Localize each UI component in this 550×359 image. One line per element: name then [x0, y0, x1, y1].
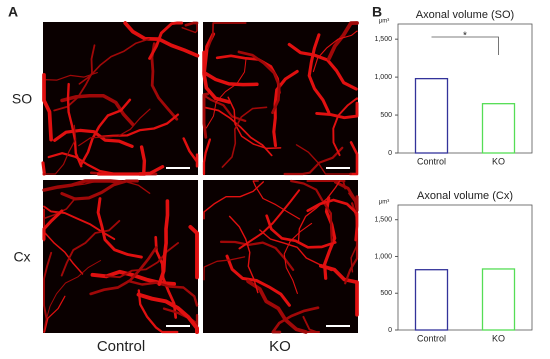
column-label: Control: [97, 338, 145, 355]
axon: [252, 180, 301, 220]
plot-frame: [397, 23, 533, 154]
axon: [332, 97, 358, 157]
axon: [127, 279, 199, 307]
axon: [203, 181, 264, 220]
bar: [414, 77, 449, 154]
micrograph: [203, 180, 358, 333]
y-tick-label: 500: [380, 290, 392, 297]
axon: [78, 38, 150, 85]
axon: [53, 128, 134, 148]
axon: [221, 106, 268, 168]
axon: [207, 22, 247, 50]
axon: [287, 42, 358, 91]
bar: [481, 268, 516, 331]
chart-title: Axonal volume (Cx): [417, 190, 513, 202]
y-axis-unit: μm³: [379, 19, 389, 25]
significance-label: *: [463, 31, 467, 42]
axon: [43, 124, 77, 175]
panel-label: B: [372, 4, 382, 20]
significance-bracket: [431, 36, 499, 55]
axon: [349, 141, 359, 176]
y-tick-label: 0: [388, 327, 392, 334]
axon: [136, 292, 199, 334]
axon: [283, 222, 313, 294]
x-tick-label: Control: [417, 156, 446, 166]
axon: [238, 189, 301, 250]
y-tick-label: 1,500: [374, 36, 392, 43]
axon: [162, 307, 199, 327]
axon: [202, 92, 210, 139]
axon: [228, 215, 259, 294]
y-axis-unit: μm³: [379, 200, 389, 206]
y-tick-label: 1,000: [374, 74, 392, 81]
axon: [306, 198, 359, 242]
axon: [205, 57, 247, 129]
axon: [79, 98, 132, 166]
micrographs: [41, 21, 359, 334]
axon: [96, 197, 143, 259]
axon: [148, 21, 184, 60]
axon: [307, 33, 331, 115]
axon: [157, 199, 170, 286]
axon: [312, 30, 358, 73]
column-label: KO: [269, 338, 291, 355]
axon: [60, 179, 139, 201]
axon: [225, 254, 291, 307]
y-tick-label: 1,500: [374, 217, 392, 224]
axon: [295, 144, 352, 175]
y-tick-label: 0: [388, 150, 392, 157]
axon: [43, 295, 66, 333]
chart-title: Axonal volume (SO): [416, 9, 514, 21]
axon: [327, 21, 359, 61]
axon: [202, 138, 212, 176]
row-label: Cx: [13, 249, 30, 265]
axon: [78, 108, 151, 147]
axon: [302, 315, 321, 333]
axon: [246, 279, 308, 334]
row-label: SO: [12, 91, 32, 107]
axon: [96, 165, 165, 176]
axon: [334, 180, 359, 212]
x-tick-label: Control: [417, 333, 446, 343]
axon: [227, 96, 282, 150]
axon: [150, 42, 179, 121]
axon: [202, 32, 231, 104]
axon: [42, 73, 53, 142]
axon: [137, 289, 179, 334]
bar: [481, 103, 516, 154]
axon: [203, 256, 246, 281]
y-tick-label: 500: [380, 112, 392, 119]
axon: [204, 106, 273, 157]
bar: [414, 269, 449, 331]
axon: [297, 180, 341, 244]
y-tick-label: 1,000: [374, 253, 392, 260]
axon: [42, 179, 124, 192]
axon: [66, 82, 83, 168]
x-tick-label: KO: [492, 156, 505, 166]
axon: [318, 263, 359, 317]
axon: [45, 260, 102, 321]
axon: [265, 214, 337, 249]
axon: [104, 242, 179, 279]
axon: [184, 21, 199, 27]
axon: [42, 209, 64, 241]
panel-label: A: [8, 4, 18, 20]
axon: [271, 306, 320, 334]
axon: [237, 50, 281, 115]
axon: [323, 196, 337, 280]
axon: [182, 137, 199, 168]
axon: [259, 229, 332, 272]
axon: [315, 101, 359, 120]
axon: [60, 219, 121, 277]
axon: [60, 93, 135, 127]
axon: [41, 161, 46, 176]
x-tick-label: KO: [492, 333, 505, 343]
axon: [181, 22, 198, 34]
plot-frame: [397, 204, 533, 331]
axon: [283, 146, 344, 176]
axon: [188, 224, 199, 280]
